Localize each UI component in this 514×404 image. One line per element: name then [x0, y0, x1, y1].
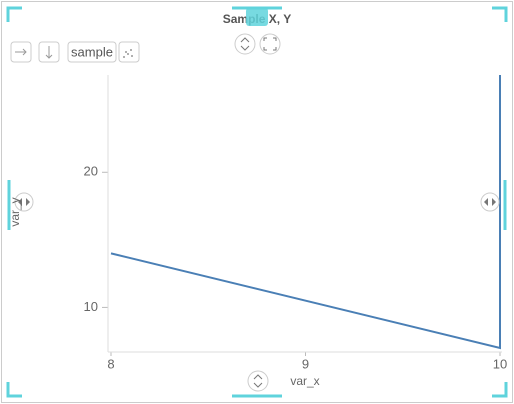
icon	[45, 46, 53, 59]
x-axis-label: var_x	[290, 374, 319, 388]
right-handle-button[interactable]	[480, 192, 500, 212]
y-axis-label: var_y	[8, 197, 22, 226]
icon	[240, 37, 250, 51]
bottom-handle-button[interactable]	[247, 370, 269, 392]
move-handle[interactable]	[246, 8, 268, 26]
y-tick-label: 10	[84, 299, 98, 314]
icon	[123, 49, 133, 58]
x-tick-label: 10	[493, 356, 507, 371]
dataset-button[interactable]	[67, 41, 117, 63]
left-handle-button[interactable]	[14, 192, 34, 212]
scatter-button[interactable]	[118, 41, 140, 63]
icon	[484, 198, 496, 206]
icon	[253, 374, 263, 388]
icon	[15, 48, 27, 56]
fullscreen-button[interactable]	[259, 33, 281, 55]
y-tick-label: 20	[84, 164, 98, 179]
series-line	[110, 75, 501, 350]
icon	[18, 198, 30, 206]
dataset-label: sample	[71, 44, 113, 59]
x-tick-label: 8	[107, 356, 114, 371]
expand-vertical-button[interactable]	[234, 33, 256, 55]
icon	[263, 37, 277, 51]
x-tick-label: 9	[302, 356, 309, 371]
